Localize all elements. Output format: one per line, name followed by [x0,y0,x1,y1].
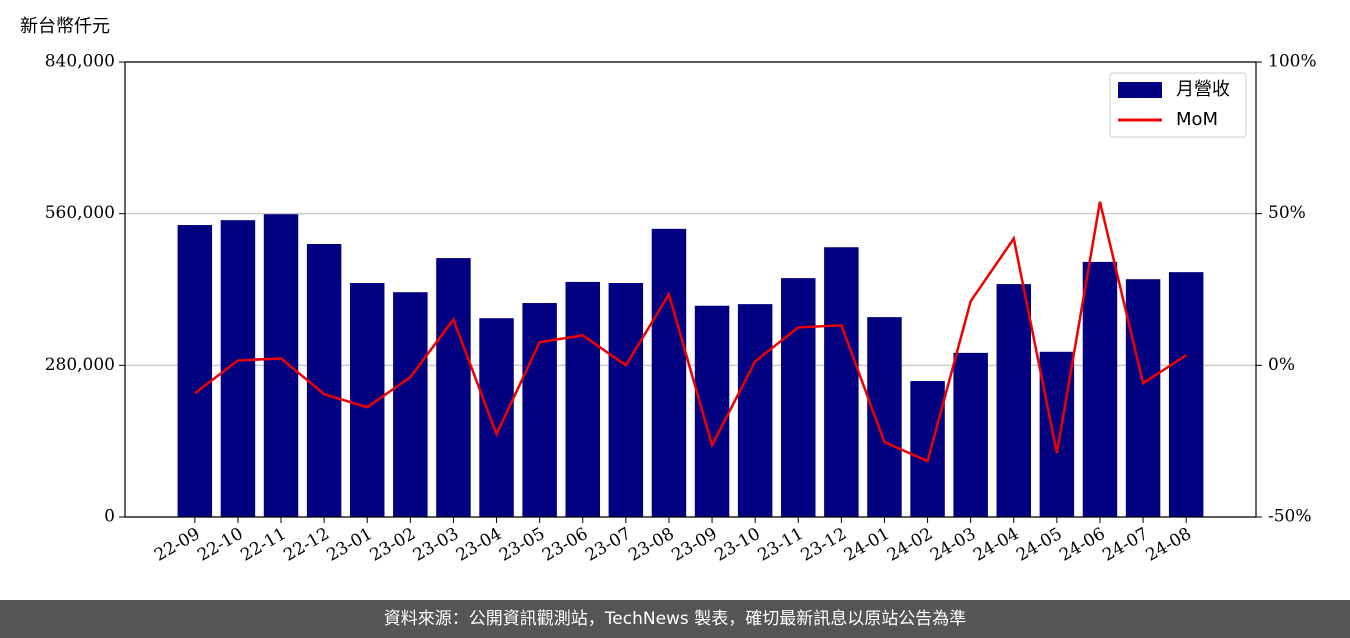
x-tick-label: 22-12 [280,524,332,566]
x-tick-label: 23-05 [496,524,548,566]
bar [1082,261,1118,517]
x-tick-label: 23-06 [539,524,591,566]
legend-label: 月營收 [1176,79,1230,100]
plot-frame [124,61,1257,518]
bar [608,283,644,517]
x-tick-label: 23-07 [582,524,634,566]
mom-line [194,201,1187,463]
x-tick-label: 23-03 [410,524,462,566]
y-axis-label: 新台幣仟元 [20,16,110,37]
x-tick-label: 23-12 [798,524,850,566]
x-tick-label: 23-08 [625,524,677,566]
bar [1168,272,1204,517]
x-tick-label: 24-08 [1142,524,1194,566]
x-tick-label: 24-01 [841,524,893,566]
x-tick-label: 24-06 [1056,524,1108,566]
x-tick-label: 22-09 [151,524,203,566]
x-tick-label: 24-04 [970,524,1022,566]
chart: 新台幣仟元 0 280,000 560,000 840,000 -50% 0% 50% 100… [20,16,1317,566]
x-tick-label: 23-09 [668,524,720,566]
legend-label: MoM [1176,109,1218,130]
y-tick-label: 840,000 [45,52,115,72]
x-tick-label: 22-11 [237,524,289,566]
bar [1125,279,1161,517]
bar [737,304,773,517]
x-tick-label: 24-05 [1013,524,1065,566]
bar [393,292,428,517]
bar [306,244,342,517]
bar [953,352,988,517]
y2-tick-label: 100% [1268,52,1317,72]
bar [565,281,600,517]
x-tick-label: 23-04 [453,524,505,566]
y-tick-label: 0 [104,507,115,527]
x-tick-label: 23-11 [755,524,807,566]
bar [781,278,816,517]
x-tick-label: 23-01 [324,524,376,566]
bar [263,214,299,518]
x-tick-label: 24-03 [927,524,979,566]
bar [522,303,557,517]
bar [177,225,213,517]
y2-tick-label: 0% [1268,355,1295,375]
x-tick-label: 23-10 [711,524,763,566]
y-tick-label: 280,000 [45,355,115,375]
legend-swatch [1118,82,1162,98]
footer: 資料來源：公開資訊觀測站，TechNews 製表，確切最新訊息以原站公告為準 [0,600,1350,638]
y2-tick-label: 50% [1268,203,1306,223]
bar [436,258,471,517]
x-tick-label: 23-02 [367,524,419,566]
page: 新台幣仟元 0 280,000 560,000 840,000 -50% 0% 50% 100… [0,16,1350,638]
bar [479,318,514,517]
bar [910,381,945,517]
bar [824,247,859,517]
bar [694,305,730,517]
y2-tick-label: -50% [1268,507,1312,527]
bar [867,317,902,517]
x-tick-label: 24-07 [1099,524,1151,566]
x-tick-label: 22-10 [194,524,246,566]
bar [651,228,687,518]
bar [996,284,1032,517]
y-tick-label: 560,000 [45,203,115,223]
x-tick-label: 24-02 [884,524,936,566]
